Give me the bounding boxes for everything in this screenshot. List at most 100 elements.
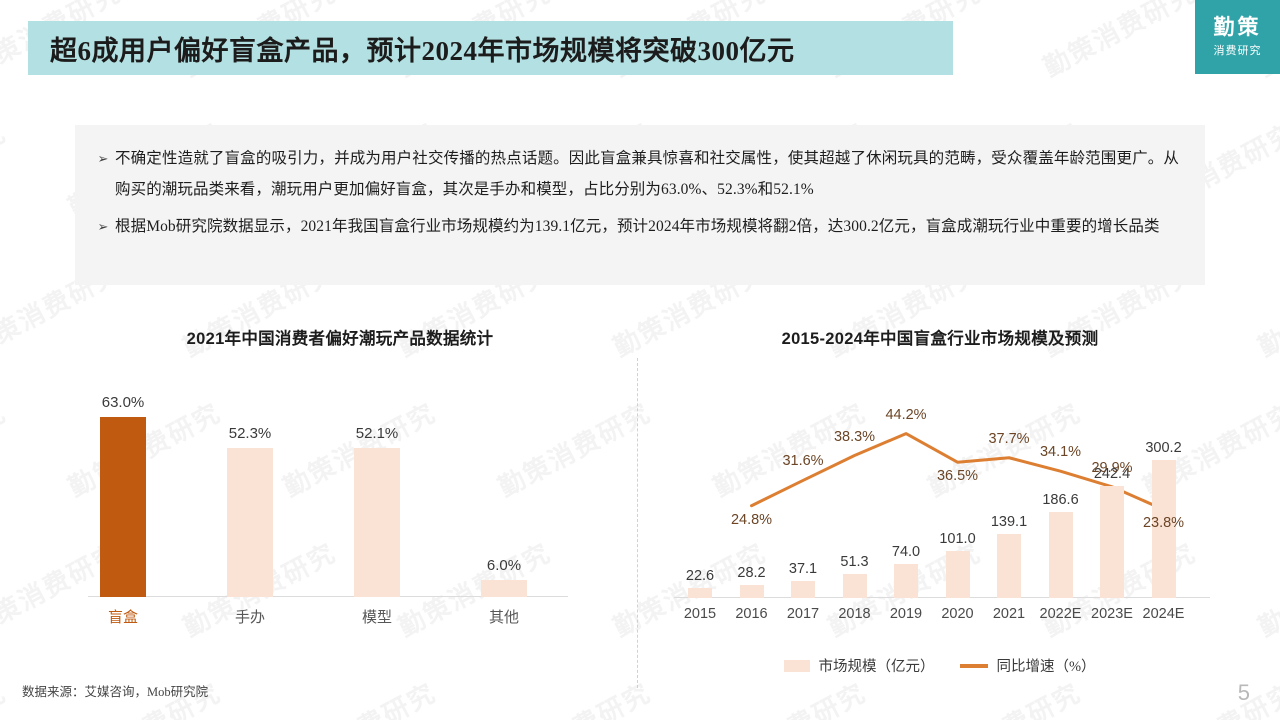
watermark-text: 勤策消费研究 [1253, 538, 1280, 643]
bar: 186.6 [1042, 492, 1079, 598]
bar-value-label: 22.6 [685, 567, 715, 584]
legend-line-swatch-icon [960, 663, 989, 668]
bar-value-label: 186.6 [1042, 492, 1079, 509]
growth-rate-label: 44.2% [885, 406, 927, 423]
bar-value-label: 139.1 [990, 513, 1028, 530]
bar: 6.0% [481, 557, 527, 597]
chart-title-preference: 2021年中国消费者偏好潮玩产品数据统计 [186, 330, 494, 348]
legend-label: 同比增速（%） [996, 659, 1096, 675]
bar-value-label: 37.1 [788, 560, 818, 577]
watermark-text: 勤策消费研究 [276, 673, 442, 720]
bar-group: 37.1 2017 [787, 561, 819, 622]
legend-label: 市场规模（亿元） [818, 659, 935, 675]
summary-panel: ➢ 不确定性造就了盲盒的吸引力，并成为用户社交传播的热点话题。因此盲盒兼具惊喜和… [75, 125, 1205, 285]
bar-value-label: 63.0% [101, 394, 145, 411]
bar: 74.0 [892, 544, 920, 598]
preference-bar-chart: 2021年中国消费者偏好潮玩产品数据统计 63.0% 盲盒 52.3% 手办 52.1%… [60, 325, 620, 645]
category-label: 2019 [889, 606, 923, 622]
legend-item[interactable]: 同比增速（%） [960, 655, 1096, 676]
bar: 242.4 [1094, 466, 1130, 598]
bar: 52.3% [227, 425, 273, 597]
bar-value-label: 300.2 [1145, 439, 1182, 456]
bar: 52.1% [354, 425, 400, 597]
growth-rate-label: 38.3% [833, 428, 876, 445]
logo-secondary-text: 消费研究 [1213, 45, 1262, 58]
growth-rate-label: 34.1% [1039, 444, 1082, 461]
watermark-text: 勤策消费研究 [0, 398, 11, 503]
watermark-text: 勤策消费研究 [0, 673, 12, 720]
market-size-plot-area: 22.6 2015 28.2 2016 37.1 2017 51.3 2018 74.0 2019… [660, 371, 1220, 646]
bar-group: 74.0 2019 [890, 544, 922, 622]
bar: 51.3 [840, 554, 869, 598]
watermark-text: 勤策消费研究 [1038, 0, 1201, 83]
bullet-item: ➢ 根据Mob研究院数据显示，2021年我国盲盒行业市场规模约为139.1亿元，… [91, 211, 1179, 242]
category-label: 其他 [488, 610, 520, 626]
slide-title-bar: 超6成用户偏好盲盒产品，预计2024年市场规模将突破300亿元 [28, 21, 953, 75]
bar-group: 242.4 2023E [1091, 466, 1133, 622]
growth-rate-label: 29.9% [1091, 459, 1133, 476]
x-axis-line [88, 596, 568, 597]
category-label: 2021 [992, 606, 1026, 622]
growth-rate-label: 37.7% [988, 430, 1030, 447]
category-label: 2015 [683, 606, 717, 622]
category-label: 2022E [1039, 606, 1082, 622]
bar-group: 139.1 2021 [991, 514, 1027, 622]
bullet-text: 根据Mob研究院数据显示，2021年我国盲盒行业市场规模约为139.1亿元，预计… [115, 218, 1160, 235]
preference-plot-area: 63.0% 盲盒 52.3% 手办 52.1% 模型 6.0% 其他 [60, 381, 620, 631]
watermark-text: 勤策消费研究 [0, 118, 11, 223]
bar-value-label: 52.1% [355, 425, 399, 443]
logo-primary-text: 勤策 [1213, 14, 1262, 39]
legend-bar-swatch-icon [784, 659, 811, 672]
category-label: 2018 [838, 606, 871, 622]
bullet-item: ➢ 不确定性造就了盲盒的吸引力，并成为用户社交传播的热点话题。因此盲盒兼具惊喜和… [91, 143, 1179, 205]
category-label: 2017 [786, 606, 820, 622]
watermark-text: 勤策消费研究 [491, 673, 657, 720]
bar-group: 6.0% 其他 [481, 557, 527, 626]
growth-rate-label: 36.5% [936, 468, 979, 485]
chart-title-market-size: 2015-2024年中国盲盒行业市场规模及预测 [781, 330, 1099, 348]
market-size-combo-chart: 2015-2024年中国盲盒行业市场规模及预测 22.6 2015 28.2 2016… [660, 325, 1220, 685]
watermark-text: 勤策消费研究 [1253, 258, 1280, 363]
bar-value-label: 6.0% [486, 556, 522, 574]
bar-group: 186.6 2022E [1040, 492, 1082, 622]
bullet-arrow-icon: ➢ [97, 219, 109, 234]
category-label: 2016 [735, 606, 768, 622]
bar-value-label: 101.0 [939, 531, 976, 548]
bar-group: 22.6 2015 [684, 568, 716, 622]
bar: 37.1 [789, 561, 817, 598]
bar-group: 101.0 2020 [939, 531, 976, 622]
page-title: 超6成用户偏好盲盒产品，预计2024年市场规模将突破300亿元 [50, 35, 795, 66]
category-label: 盲盒 [107, 610, 139, 626]
bullet-text: 不确定性造就了盲盒的吸引力，并成为用户社交传播的热点话题。因此盲盒兼具惊喜和社交… [115, 150, 1179, 198]
bar: 63.0% [100, 394, 146, 597]
brand-logo: 勤策 消费研究 [1195, 0, 1280, 74]
growth-rate-polyline [750, 432, 1165, 511]
bar: 139.1 [991, 514, 1027, 598]
bar: 101.0 [939, 531, 976, 598]
growth-rate-label: 24.8% [730, 511, 773, 528]
bar: 28.2 [737, 565, 766, 598]
bar-group: 52.3% 手办 [227, 425, 273, 626]
category-label: 2023E [1091, 606, 1133, 622]
bar-value-label: 51.3 [840, 554, 869, 571]
data-source-note: 数据来源：艾媒咨询，Mob研究院 [22, 685, 209, 699]
category-label: 2024E [1142, 606, 1185, 622]
bar-group: 63.0% 盲盒 [100, 394, 146, 626]
bar-value-label: 52.3% [228, 424, 272, 442]
bar: 22.6 [686, 568, 714, 598]
category-label: 手办 [234, 610, 266, 626]
chart-legend: 市场规模（亿元） 同比增速（%） [660, 655, 1220, 676]
legend-item[interactable]: 市场规模（亿元） [784, 655, 934, 676]
bar-value-label: 242.4 [1093, 466, 1131, 483]
category-label: 2020 [941, 606, 974, 622]
bar-group: 51.3 2018 [838, 554, 870, 622]
bar-group: 28.2 2016 [735, 565, 767, 622]
bar-group: 300.2 2024E [1143, 440, 1185, 622]
bar-value-label: 28.2 [737, 565, 766, 582]
bar: 300.2 [1145, 440, 1182, 598]
chart-divider [637, 358, 638, 688]
growth-rate-label: 31.6% [782, 453, 824, 470]
page-number: 5 [1237, 680, 1250, 705]
bullet-arrow-icon: ➢ [97, 151, 109, 166]
